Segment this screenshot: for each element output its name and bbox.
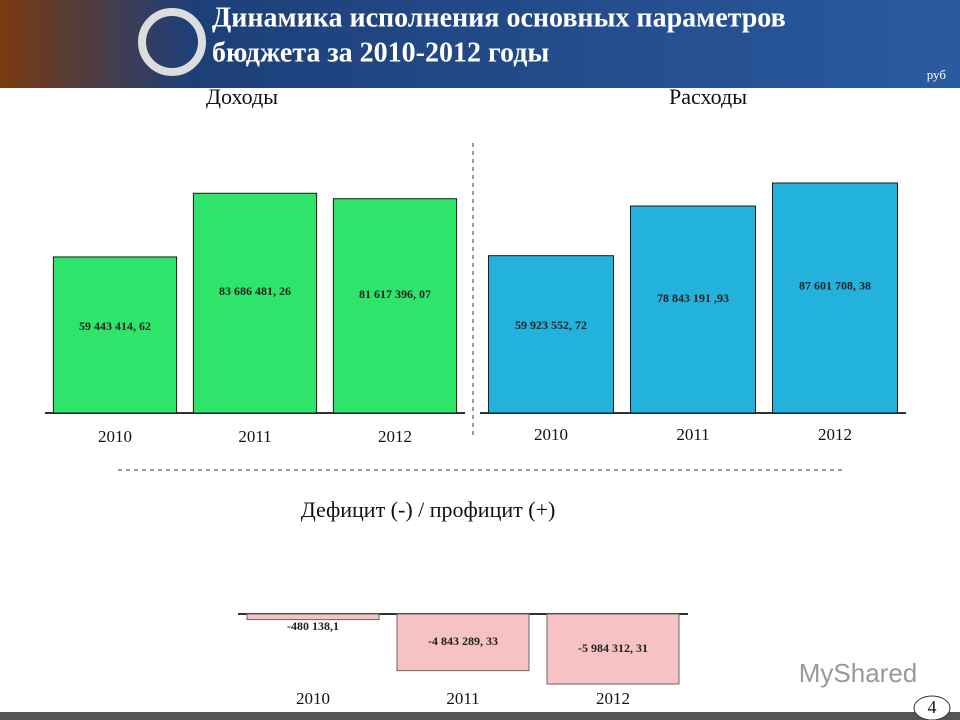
title-line: Динамика исполнения основных параметров	[212, 2, 786, 33]
value-label: -4 843 289, 33	[428, 634, 498, 648]
bar	[192, 192, 318, 414]
bar	[488, 255, 614, 414]
title-line: бюджета за 2010-2012 годы	[212, 37, 549, 68]
x-tick-label: 2011	[446, 689, 479, 708]
x-tick-label: 2010	[296, 689, 330, 708]
value-label: 59 923 552, 72	[515, 318, 587, 332]
x-tick-label: 2012	[596, 689, 630, 708]
unit: руб	[927, 67, 947, 82]
value-label: 81 617 396, 07	[359, 287, 431, 301]
chart-title: Доходы	[206, 84, 278, 109]
watermark: MyShared	[799, 658, 918, 688]
logo	[138, 8, 206, 76]
page-badge	[913, 695, 951, 720]
footer-strip	[0, 712, 960, 720]
value-label: -5 984 312, 31	[578, 641, 648, 655]
x-tick-label: 2011	[238, 427, 271, 446]
bar	[396, 613, 530, 672]
x-tick-label: 2010	[98, 427, 132, 446]
bar	[630, 205, 756, 414]
x-tick-label: 2011	[676, 425, 709, 444]
bar	[546, 613, 680, 685]
bar	[332, 198, 458, 414]
page-number: 4	[928, 697, 937, 717]
value-label: 83 686 481, 26	[219, 284, 291, 298]
value-label: -480 138,1	[287, 619, 339, 633]
chart-title: Дефицит (-) / профицит (+)	[301, 497, 556, 522]
bar	[52, 256, 178, 414]
bar	[772, 182, 898, 414]
value-label: 78 843 191 ,93	[657, 291, 729, 305]
x-tick-label: 2012	[378, 427, 412, 446]
x-tick-label: 2010	[534, 425, 568, 444]
bar	[246, 613, 380, 621]
value-label: 87 601 708, 38	[799, 278, 871, 292]
x-tick-label: 2012	[818, 425, 852, 444]
chart-title: Расходы	[669, 84, 747, 109]
value-label: 59 443 414, 62	[79, 319, 151, 333]
